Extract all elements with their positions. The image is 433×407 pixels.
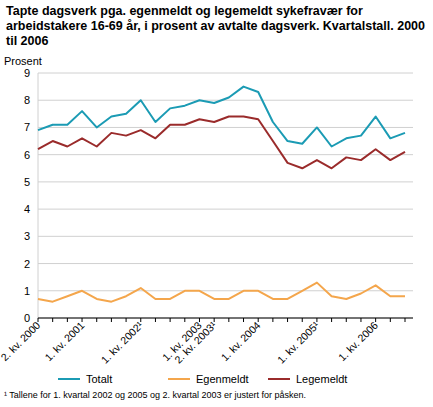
y-tick-label: 2 <box>24 258 30 270</box>
x-tick <box>126 318 127 322</box>
x-tick <box>199 318 200 322</box>
x-tick <box>243 318 244 322</box>
x-tick <box>67 318 68 322</box>
x-tick <box>390 318 391 322</box>
x-tick <box>346 318 347 322</box>
x-axis <box>38 318 413 319</box>
x-tick-label: 1. kv. 2001 <box>42 319 86 363</box>
x-tick <box>287 318 288 322</box>
grid-line <box>38 263 413 264</box>
x-tick <box>52 318 53 322</box>
x-tick <box>360 318 361 322</box>
y-tick-label: 4 <box>24 203 30 215</box>
x-tick <box>214 318 215 322</box>
grid-line <box>38 127 413 128</box>
y-tick-label: 1 <box>24 285 30 297</box>
x-tick <box>170 318 171 322</box>
x-tick <box>155 318 156 322</box>
grid-line <box>38 154 413 155</box>
grid-line <box>38 318 413 319</box>
legend-swatch <box>268 378 290 380</box>
series-line <box>38 117 405 169</box>
grid-line <box>38 290 413 291</box>
legend-label: Totalt <box>86 373 112 385</box>
x-tick-label: 2. kv. 2000 <box>0 319 43 363</box>
footnote: ¹ Tallene for 1. kvartal 2002 og 2005 og… <box>4 390 432 400</box>
y-axis-label: Prosent <box>4 55 42 67</box>
x-tick <box>184 318 185 322</box>
x-tick-label: 1. kv. 2005¹ <box>275 319 322 366</box>
x-tick <box>302 318 303 322</box>
grid-line <box>38 73 413 74</box>
series-line <box>38 283 405 302</box>
x-tick <box>96 318 97 322</box>
y-tick-label: 6 <box>24 149 30 161</box>
x-tick <box>140 318 141 322</box>
legend-label: Legemeldt <box>296 373 347 385</box>
x-tick <box>258 318 259 322</box>
grid-line <box>38 236 413 237</box>
x-tick <box>111 318 112 322</box>
x-tick-label: 2. kv. 2003¹ <box>172 319 219 366</box>
grid-line <box>38 100 413 101</box>
y-tick-label: 9 <box>24 67 30 79</box>
x-tick <box>228 318 229 322</box>
x-tick-label: 1. kv. 2002¹ <box>98 319 145 366</box>
x-tick-label: 1. kv. 2004 <box>218 319 262 363</box>
chart: 0 1 2 3 4 5 6 7 8 9Prosent 2. kv. 20001. kv. 2001 1… <box>0 0 433 407</box>
x-tick <box>375 318 376 322</box>
series-line <box>38 87 405 147</box>
legend-swatch <box>168 378 190 380</box>
title: Tapte dagsverk pga. egenmeldt og legemel… <box>6 4 426 49</box>
x-tick <box>38 318 39 322</box>
grid-line <box>38 181 413 182</box>
grid-line <box>38 209 413 210</box>
y-tick-label: 3 <box>24 230 30 242</box>
y-tick-label: 0 <box>24 312 30 324</box>
y-axis <box>38 73 39 318</box>
series-group <box>38 87 405 302</box>
y-tick-label: 5 <box>24 176 30 188</box>
x-tick <box>316 318 317 322</box>
x-tick <box>82 318 83 322</box>
legend: Totalt Egenmeldt Legemeldt <box>58 373 347 385</box>
x-tick <box>272 318 273 322</box>
legend-label: Egenmeldt <box>196 373 249 385</box>
y-tick-label: 7 <box>24 121 30 133</box>
y-tick-label: 8 <box>24 94 30 106</box>
x-tick <box>405 318 406 322</box>
legend-swatch <box>58 378 80 380</box>
x-tick-label: 1. kv. 2006 <box>336 319 380 363</box>
x-tick <box>331 318 332 322</box>
